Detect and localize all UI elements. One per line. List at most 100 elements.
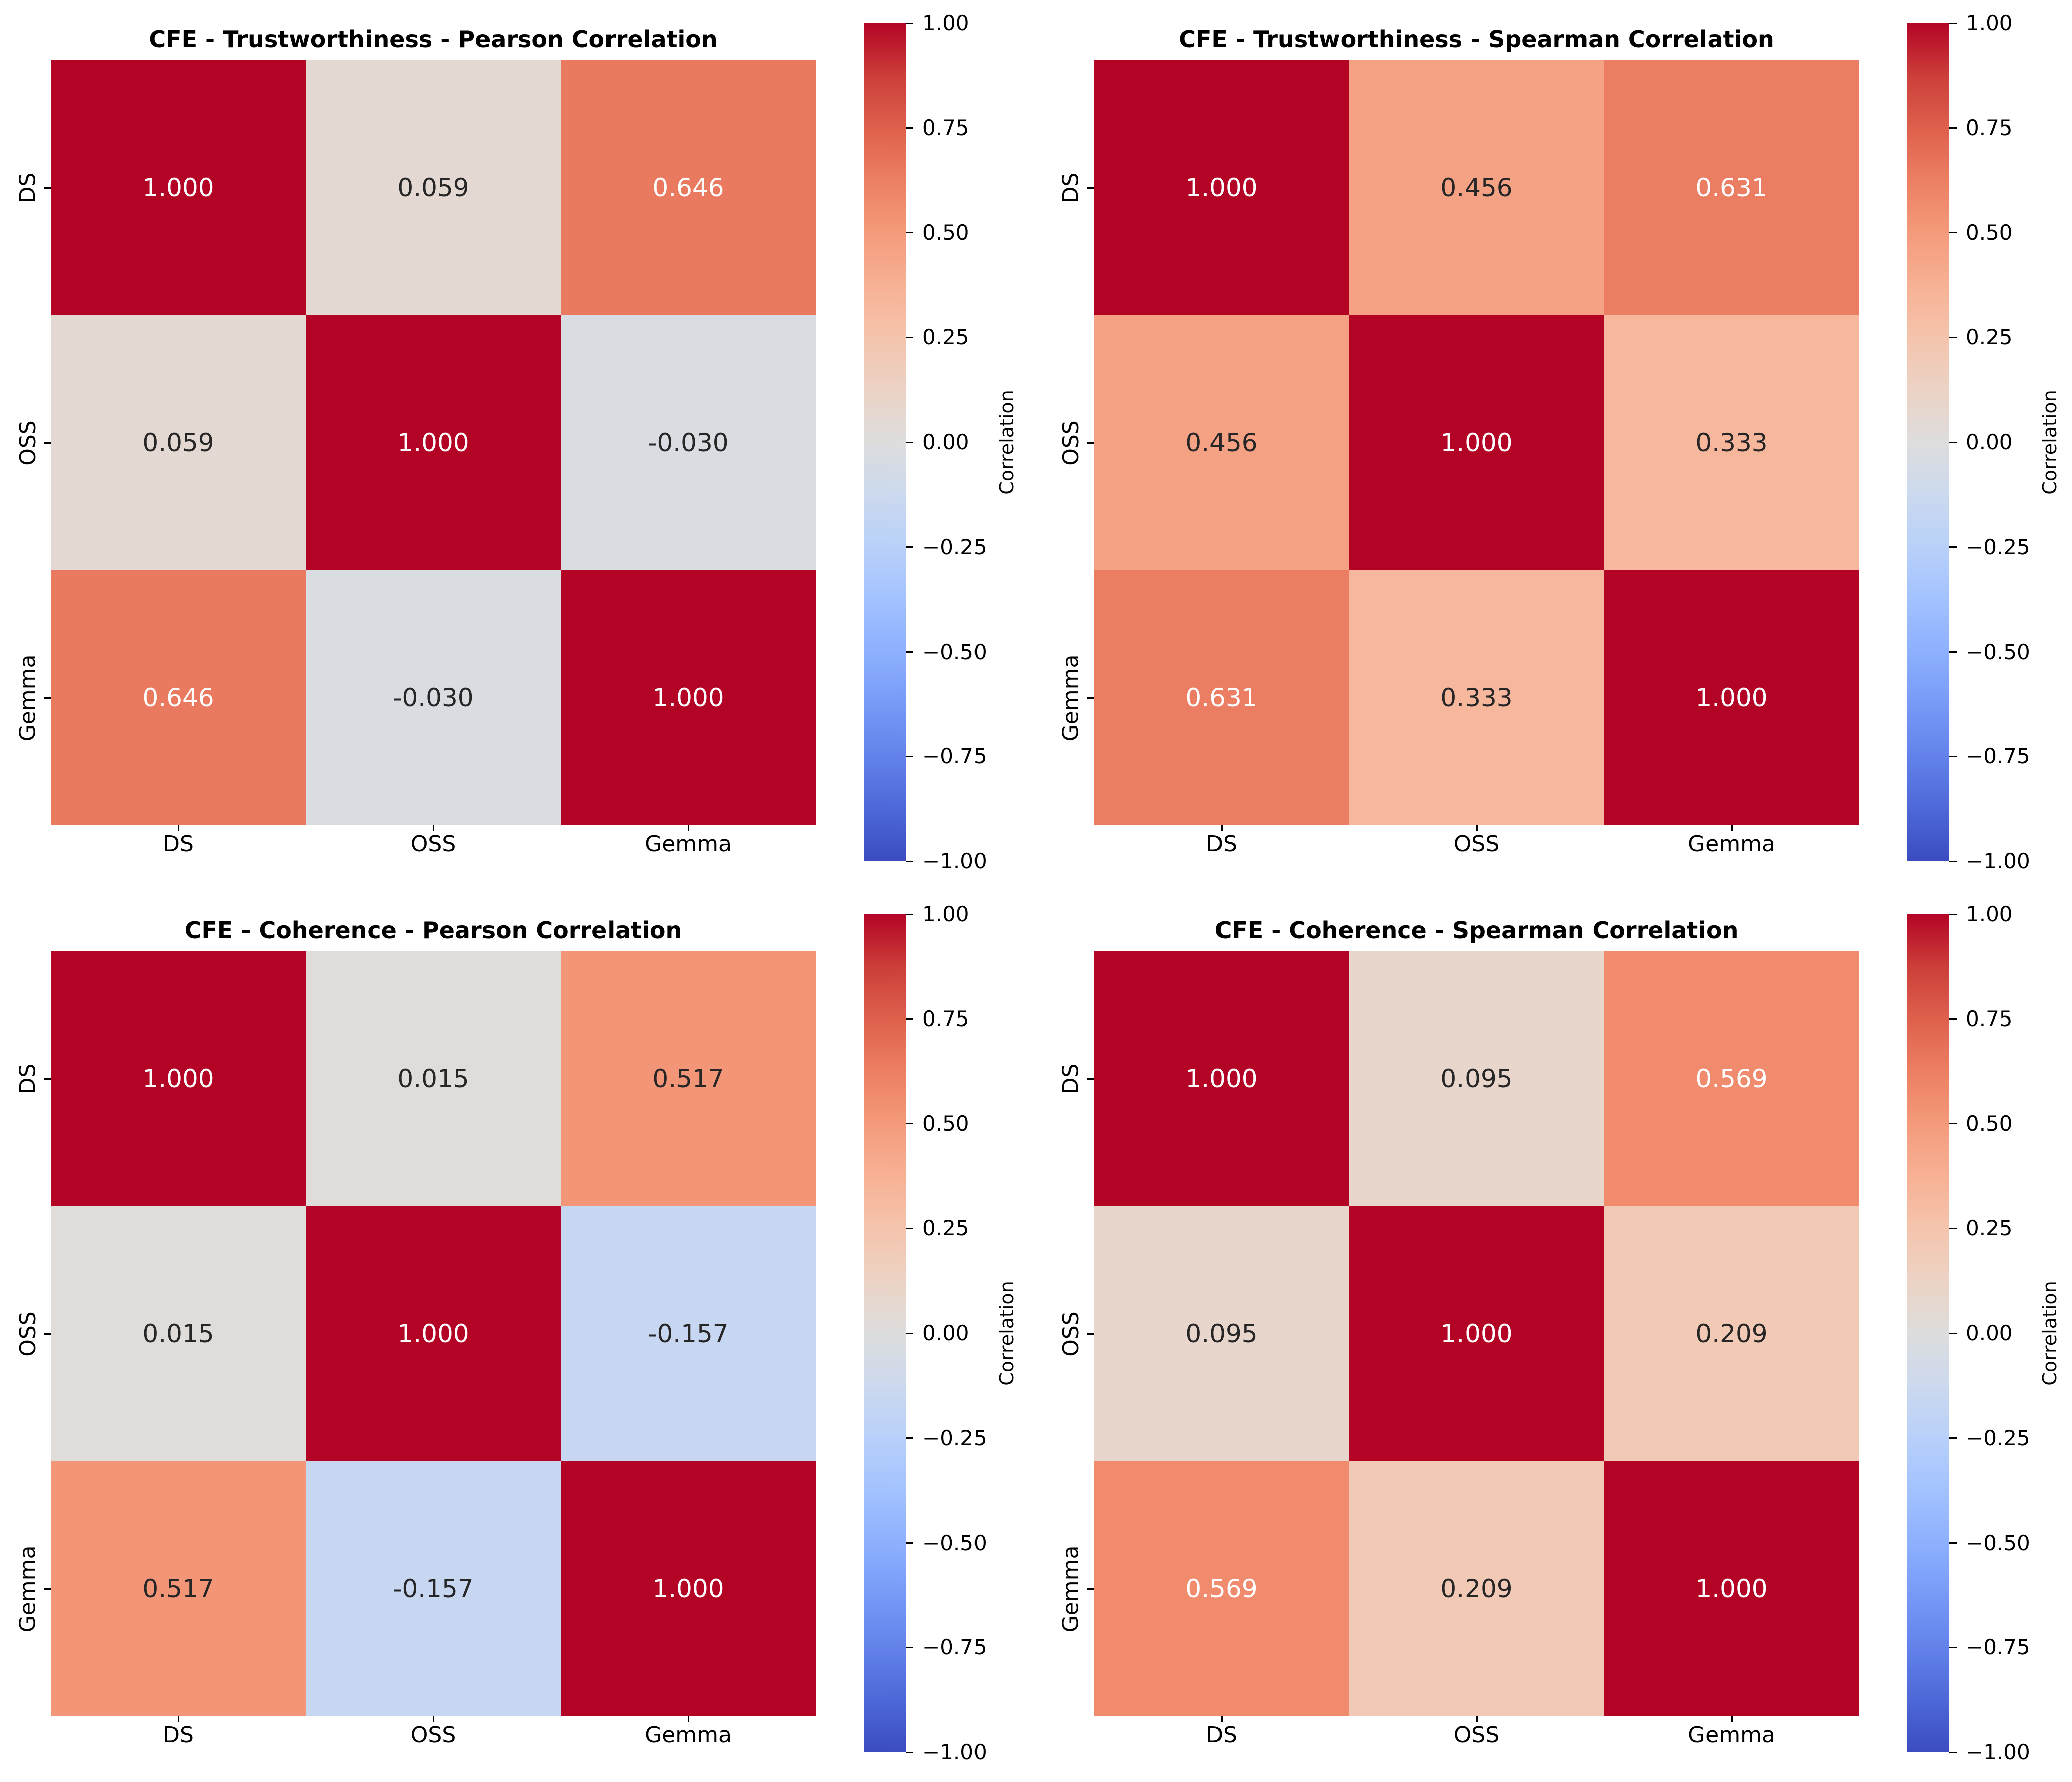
heatmap-grid: 1.000 0.059 0.646 0.059 1.000 -0.030 0.646 -0.0… bbox=[51, 60, 816, 825]
colorbar-tick bbox=[1949, 441, 1957, 443]
colorbar-tick-label: 0.50 bbox=[1966, 1111, 2013, 1136]
cell-value: 1.000 bbox=[652, 683, 724, 712]
colorbar-tick bbox=[1949, 1437, 1957, 1439]
y-axis-label-text: OSS bbox=[15, 420, 41, 466]
colorbar-tick bbox=[906, 1542, 913, 1544]
cell-value: 1.000 bbox=[1440, 428, 1513, 457]
colorbar-tick bbox=[1949, 22, 1957, 24]
heatmap-cell-Gemma-Gemma: 1.000 bbox=[561, 1461, 816, 1716]
colorbar-tick-label: 0.25 bbox=[1966, 325, 2013, 350]
y-axis-tick bbox=[44, 1588, 51, 1590]
y-axis-label-DS: DS bbox=[1052, 60, 1089, 315]
colorbar-tick bbox=[1949, 1751, 1957, 1753]
colorbar-tick-label: 0.25 bbox=[922, 1216, 969, 1241]
heatmap-cell-DS-OSS: 0.095 bbox=[1349, 951, 1604, 1206]
colorbar-tick-label: −0.75 bbox=[922, 1635, 987, 1660]
colorbar-tick bbox=[1949, 336, 1957, 338]
y-axis-label-text: DS bbox=[15, 1063, 41, 1094]
cell-value: 1.000 bbox=[1185, 1064, 1258, 1093]
colorbar-tick bbox=[1949, 1332, 1957, 1334]
heatmap-cell-Gemma-Gemma: 1.000 bbox=[561, 570, 816, 825]
colorbar-tick-label: −0.50 bbox=[1966, 639, 2030, 664]
colorbar-tick-label: 0.50 bbox=[1966, 220, 2013, 245]
cell-value: 0.059 bbox=[142, 428, 214, 457]
colorbar-tick-label: −1.00 bbox=[1966, 849, 2030, 873]
y-axis-label-DS: DS bbox=[1052, 951, 1089, 1206]
y-axis-label-OSS: OSS bbox=[9, 315, 46, 570]
x-axis-tick bbox=[177, 1716, 179, 1722]
x-axis-label-DS: DS bbox=[1206, 831, 1237, 857]
colorbar: 1.00 0.75 0.50 0.25 0.00 −0.25 −0.50 −0.75 −1.00 bbox=[864, 903, 1075, 1763]
heatmap-cell-Gemma-OSS: 0.333 bbox=[1349, 570, 1604, 825]
y-axis-label-DS: DS bbox=[9, 951, 46, 1206]
heatmap-cell-OSS-OSS: 1.000 bbox=[306, 315, 561, 570]
heatmap-cell-OSS-OSS: 1.000 bbox=[306, 1206, 561, 1461]
cell-value: 0.015 bbox=[397, 1064, 469, 1093]
x-axis-tick bbox=[1221, 1716, 1223, 1722]
heatmap-cell-DS-Gemma: 0.517 bbox=[561, 951, 816, 1206]
colorbar-tick-label: 0.50 bbox=[922, 1111, 969, 1136]
chart-title: CFE - Coherence - Pearson Correlation bbox=[184, 917, 682, 944]
cell-value: 0.095 bbox=[1440, 1064, 1513, 1093]
heatmap-cell-Gemma-OSS: -0.157 bbox=[306, 1461, 561, 1716]
heatmap-cell-OSS-Gemma: 0.209 bbox=[1604, 1206, 1859, 1461]
colorbar-tick-label: −1.00 bbox=[922, 849, 987, 873]
x-axis-tick bbox=[177, 825, 179, 831]
colorbar-tick-label: 0.00 bbox=[922, 1321, 969, 1345]
y-axis-label-Gemma: Gemma bbox=[9, 1461, 46, 1716]
heatmap-cell-OSS-Gemma: -0.157 bbox=[561, 1206, 816, 1461]
heatmap-cell-DS-OSS: 0.456 bbox=[1349, 60, 1604, 315]
heatmap-cell-OSS-DS: 0.059 bbox=[51, 315, 306, 570]
colorbar-tick bbox=[906, 1751, 913, 1753]
heatmap-cell-DS-Gemma: 0.646 bbox=[561, 60, 816, 315]
colorbar-tick bbox=[1949, 913, 1957, 915]
y-axis-tick bbox=[1087, 187, 1094, 189]
colorbar-tick bbox=[1949, 651, 1957, 653]
colorbar-tick-label: −0.25 bbox=[922, 534, 987, 559]
heatmap-grid: 1.000 0.095 0.569 0.095 1.000 0.209 0.569 0.209… bbox=[1094, 951, 1859, 1716]
y-axis-label-text: OSS bbox=[15, 1311, 41, 1357]
colorbar-tick-label: 1.00 bbox=[1966, 11, 2013, 35]
heatmap-grid: 1.000 0.456 0.631 0.456 1.000 0.333 0.631 0.333… bbox=[1094, 60, 1859, 825]
cell-value: -0.030 bbox=[648, 428, 729, 457]
colorbar-tick-label: −0.75 bbox=[1966, 1635, 2030, 1660]
x-axis-tick bbox=[1731, 825, 1733, 831]
colorbar-tick bbox=[1949, 1542, 1957, 1544]
x-axis-tick bbox=[1731, 1716, 1733, 1722]
colorbar-tick bbox=[906, 913, 913, 915]
y-axis-tick bbox=[44, 442, 51, 444]
y-axis-label-OSS: OSS bbox=[1052, 315, 1089, 570]
heatmap-cell-DS-DS: 1.000 bbox=[1094, 60, 1349, 315]
colorbar-gradient bbox=[864, 23, 906, 861]
x-axis-tick bbox=[687, 825, 689, 831]
colorbar-tick bbox=[906, 1227, 913, 1229]
colorbar-tick-label: 1.00 bbox=[922, 902, 969, 926]
colorbar-tick bbox=[1949, 1018, 1957, 1020]
colorbar-tick bbox=[906, 1646, 913, 1648]
colorbar-tick-label: 1.00 bbox=[1966, 902, 2013, 926]
heatmap-cell-DS-Gemma: 0.631 bbox=[1604, 60, 1859, 315]
heatmap-cell-DS-DS: 1.000 bbox=[1094, 951, 1349, 1206]
heatmap-panel-coherence-pearson: CFE - Coherence - Pearson Correlation 1.… bbox=[0, 891, 1036, 1782]
heatmap-panel-trustworthiness-pearson: CFE - Trustworthiness - Pearson Correlat… bbox=[0, 0, 1036, 891]
colorbar-tick-label: 0.75 bbox=[1966, 1006, 2013, 1031]
colorbar-tick bbox=[906, 441, 913, 443]
heatmap-cell-Gemma-Gemma: 1.000 bbox=[1604, 1461, 1859, 1716]
cell-value: -0.157 bbox=[393, 1574, 474, 1603]
colorbar-tick bbox=[1949, 1227, 1957, 1229]
cell-value: 1.000 bbox=[1440, 1319, 1513, 1348]
cell-value: 1.000 bbox=[142, 173, 214, 202]
colorbar-tick-label: 0.00 bbox=[1966, 1321, 2013, 1345]
cell-value: 1.000 bbox=[1695, 683, 1768, 712]
chart-title: CFE - Trustworthiness - Pearson Correlat… bbox=[149, 26, 718, 53]
cell-value: 1.000 bbox=[142, 1064, 214, 1093]
y-axis-label-text: DS bbox=[1058, 1063, 1084, 1094]
colorbar-axis-label: Correlation bbox=[2039, 390, 2061, 495]
y-axis-label-DS: DS bbox=[9, 60, 46, 315]
colorbar-tick-label: 0.75 bbox=[922, 1006, 969, 1031]
y-axis-label-OSS: OSS bbox=[1052, 1206, 1089, 1461]
y-axis-tick bbox=[1087, 442, 1094, 444]
y-axis-tick bbox=[1087, 1333, 1094, 1335]
heatmap-cell-DS-DS: 1.000 bbox=[51, 951, 306, 1206]
heatmap-cell-OSS-Gemma: -0.030 bbox=[561, 315, 816, 570]
